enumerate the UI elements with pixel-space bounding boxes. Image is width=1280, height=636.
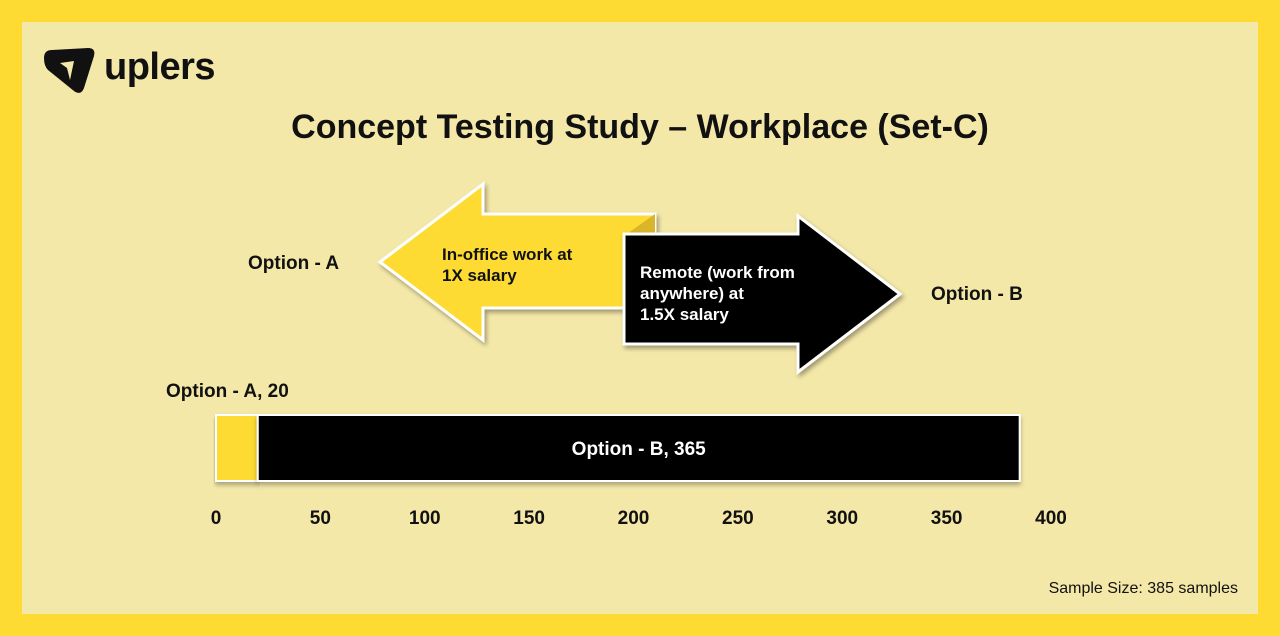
option-a-description-line1: In-office work at (442, 245, 573, 264)
option-b-label: Option - B (931, 284, 1023, 305)
x-tick-label: 0 (211, 508, 222, 529)
bar-segment-option-a (215, 414, 259, 482)
sample-size-note: Sample Size: 385 samples (1048, 580, 1238, 597)
bar-segment-option-b (256, 414, 1021, 482)
option-a-arrow-fold (624, 214, 655, 238)
uplers-logo-icon (44, 48, 95, 93)
x-tick-label: 150 (513, 508, 545, 529)
option-a-description-line2: 1X salary (442, 266, 517, 285)
x-tick-label: 300 (826, 508, 858, 529)
option-b-description-line1: Remote (work from (640, 263, 795, 282)
x-tick-label: 50 (310, 508, 331, 529)
bar-label-option-a: Option - A, 20 (166, 381, 289, 402)
option-a-label: Option - A (248, 253, 340, 274)
x-tick-label: 200 (618, 508, 650, 529)
option-b-description: Remote (work from anywhere) at 1.5X sala… (640, 262, 795, 325)
x-tick-label: 250 (722, 508, 754, 529)
brand-logo: uplers (40, 44, 216, 96)
page-title: Concept Testing Study – Workplace (Set-C… (291, 108, 989, 146)
x-tick-label: 350 (931, 508, 963, 529)
x-tick-label: 400 (1035, 508, 1067, 529)
option-b-description-line2: anywhere) at (640, 284, 744, 303)
option-b-description-line3: 1.5X salary (640, 305, 729, 324)
x-tick-label: 100 (409, 508, 441, 529)
option-a-description: In-office work at 1X salary (442, 244, 572, 286)
option-b-arrow (622, 212, 903, 376)
brand-name: uplers (104, 46, 216, 88)
bar-label-option-b: Option - B, 365 (572, 439, 707, 460)
